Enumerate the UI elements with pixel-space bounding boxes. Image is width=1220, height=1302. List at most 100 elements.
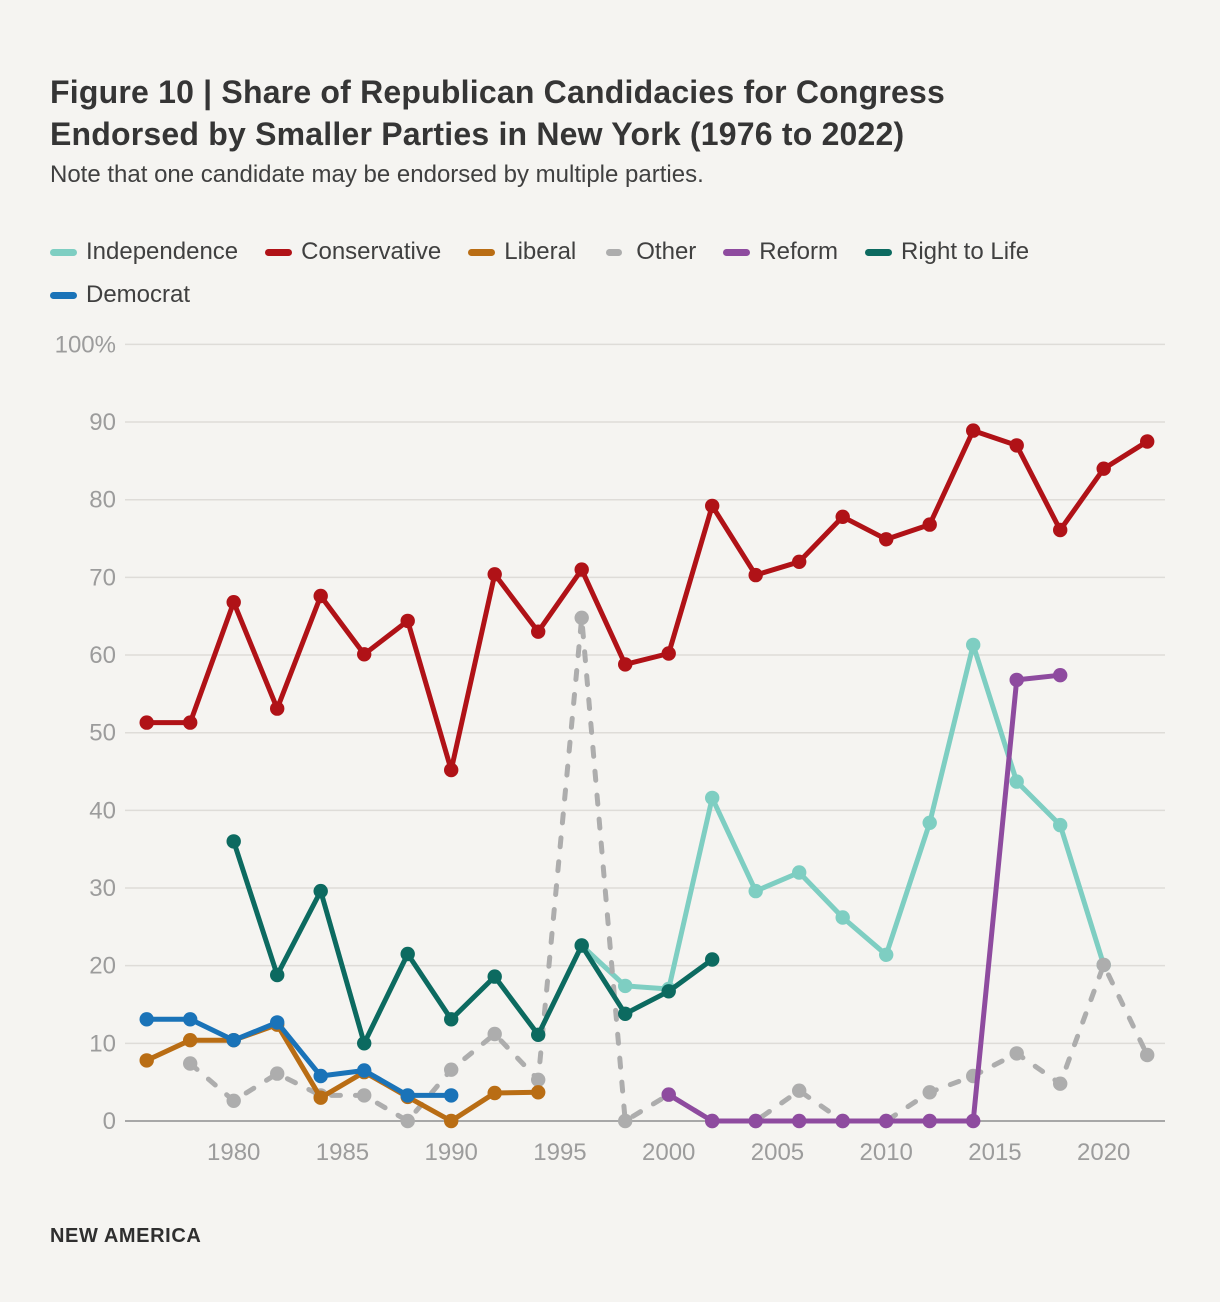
data-point-reform-2002 <box>705 1113 720 1129</box>
data-point-reform-2018 <box>1053 668 1068 683</box>
legend-item-liberal: Liberal <box>468 238 576 266</box>
data-point-other-1994 <box>531 1072 546 1088</box>
data-point-reform-2016 <box>1009 672 1024 688</box>
data-point-democrat-1984 <box>313 1068 328 1084</box>
y-axis-tick-0: 0 <box>103 1108 116 1135</box>
data-point-right-to-life-2000 <box>661 984 676 999</box>
legend-swatch-icon <box>864 248 892 256</box>
legend-swatch-icon <box>50 291 77 299</box>
data-point-reform-2012 <box>922 1113 937 1129</box>
data-point-right-to-life-2002 <box>705 952 720 967</box>
legend-swatch-icon <box>606 248 623 256</box>
legend-item-reform: Reform <box>723 238 838 266</box>
data-point-conservative-1994 <box>531 624 546 639</box>
data-point-other-2018 <box>1053 1076 1068 1091</box>
data-point-democrat-1988 <box>400 1088 415 1103</box>
data-point-other-1992 <box>487 1026 502 1042</box>
data-point-other-1986 <box>357 1088 372 1103</box>
data-point-conservative-1976 <box>139 715 154 730</box>
data-point-conservative-1998 <box>618 657 633 672</box>
data-point-democrat-1978 <box>183 1012 198 1027</box>
data-point-conservative-1984 <box>313 588 328 604</box>
data-point-other-2006 <box>792 1083 807 1098</box>
x-axis-tick-1990: 1990 <box>425 1139 478 1166</box>
data-point-other-1990 <box>444 1062 459 1077</box>
data-point-independence-2004 <box>748 883 763 899</box>
legend-item-other: Other <box>603 238 696 266</box>
x-axis-tick-2020: 2020 <box>1077 1139 1130 1166</box>
legend-label: Democrat <box>86 281 191 308</box>
data-point-conservative-2000 <box>661 646 676 661</box>
data-point-conservative-2010 <box>879 532 894 547</box>
data-point-conservative-2002 <box>705 498 720 514</box>
data-point-independence-2016 <box>1009 774 1024 789</box>
data-point-reform-2014 <box>966 1113 981 1129</box>
data-point-conservative-1986 <box>357 647 372 662</box>
chart-title-line2: Endorsed by Smaller Parties in New York … <box>50 116 905 153</box>
series-line-reform <box>666 672 1063 1124</box>
data-point-liberal-1990 <box>444 1113 459 1129</box>
data-point-conservative-2018 <box>1053 522 1068 538</box>
series-line-democrat <box>144 1016 454 1098</box>
data-point-independence-2010 <box>879 947 894 962</box>
data-point-conservative-2016 <box>1009 438 1024 453</box>
legend-swatch-icon <box>265 248 293 256</box>
x-axis-tick-2005: 2005 <box>751 1139 804 1166</box>
legend-swatch-icon <box>723 248 751 256</box>
legend-item-independence: Independence <box>50 238 238 266</box>
legend-label: Independence <box>86 238 239 265</box>
y-axis-tick-40: 40 <box>89 797 116 824</box>
chart-title-line1: Figure 10 | Share of Republican Candidac… <box>50 74 946 111</box>
y-axis-tick-30: 30 <box>89 875 116 902</box>
data-point-other-1982 <box>270 1066 285 1081</box>
data-point-independence-2008 <box>835 910 850 925</box>
brand-wordmark: NEW AMERICA <box>50 1225 202 1247</box>
y-axis-tick-90: 90 <box>89 409 116 436</box>
legend-item-right-to-life: Right to Life <box>864 238 1029 266</box>
data-point-conservative-1980 <box>226 595 241 610</box>
series-line-liberal <box>144 1022 541 1124</box>
data-point-independence-2002 <box>705 790 720 806</box>
data-point-liberal-1992 <box>487 1085 502 1101</box>
x-axis-tick-2010: 2010 <box>860 1139 913 1166</box>
data-point-conservative-1990 <box>444 762 459 778</box>
legend-swatch-icon <box>50 248 77 256</box>
data-point-reform-2006 <box>792 1113 807 1129</box>
y-axis-tick-100: 100% <box>55 331 116 358</box>
data-point-conservative-1982 <box>270 701 285 716</box>
data-point-right-to-life-1980 <box>226 834 241 849</box>
data-point-liberal-1976 <box>139 1053 154 1068</box>
data-point-other-1978 <box>183 1056 198 1071</box>
series-line-other <box>187 615 1150 1124</box>
y-axis-tick-10: 10 <box>89 1030 116 1057</box>
data-point-conservative-1988 <box>400 613 415 629</box>
data-point-conservative-2012 <box>922 517 937 532</box>
data-point-liberal-1978 <box>183 1033 198 1048</box>
legend-row: Independence Conservative Liberal Other Refo… <box>50 238 1180 266</box>
data-point-other-1998 <box>618 1113 633 1129</box>
series-line-conservative <box>144 428 1150 773</box>
chart-note: Note that one candidate may be endorsed … <box>50 161 704 188</box>
data-point-reform-2004 <box>748 1113 763 1129</box>
data-point-right-to-life-1988 <box>400 946 415 962</box>
data-point-democrat-1986 <box>357 1063 372 1078</box>
chart-legend: Independence Conservative Liberal Other Refo… <box>50 238 1180 324</box>
y-axis-tick-20: 20 <box>89 953 116 980</box>
data-point-other-1988 <box>400 1113 415 1129</box>
x-axis-tick-2000: 2000 <box>642 1139 695 1166</box>
data-point-conservative-2004 <box>748 567 763 583</box>
data-point-conservative-2020 <box>1096 461 1111 476</box>
legend-swatch-icon <box>468 248 496 256</box>
series-line-right-to-life <box>231 838 715 1046</box>
data-point-other-2012 <box>922 1085 937 1100</box>
data-point-right-to-life-1982 <box>270 967 285 983</box>
legend-item-conservative: Conservative <box>265 238 441 266</box>
data-point-independence-2006 <box>792 865 807 880</box>
x-axis-tick-2015: 2015 <box>968 1139 1021 1166</box>
data-point-democrat-1976 <box>139 1012 154 1027</box>
data-point-other-2022 <box>1140 1047 1155 1063</box>
data-point-liberal-1994 <box>531 1085 546 1100</box>
legend-row: Democrat <box>50 281 1180 309</box>
y-axis-tick-70: 70 <box>89 564 116 591</box>
